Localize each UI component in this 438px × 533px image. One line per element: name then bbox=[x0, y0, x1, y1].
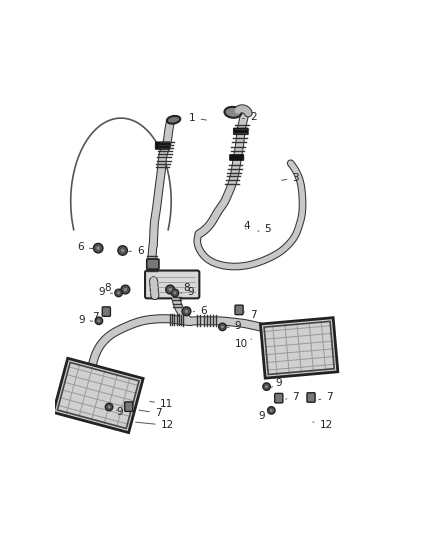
Text: 12: 12 bbox=[313, 421, 333, 430]
Circle shape bbox=[263, 383, 270, 390]
FancyBboxPatch shape bbox=[230, 155, 244, 160]
Circle shape bbox=[182, 307, 191, 316]
Circle shape bbox=[184, 309, 189, 313]
FancyBboxPatch shape bbox=[233, 128, 248, 135]
Text: 9: 9 bbox=[271, 378, 282, 388]
Text: 1: 1 bbox=[189, 113, 206, 123]
Text: 9: 9 bbox=[226, 320, 241, 330]
Text: 8: 8 bbox=[177, 283, 190, 293]
FancyBboxPatch shape bbox=[147, 259, 159, 269]
FancyBboxPatch shape bbox=[235, 305, 243, 314]
FancyBboxPatch shape bbox=[307, 393, 315, 402]
Bar bbox=[57, 362, 139, 429]
Text: 7: 7 bbox=[286, 392, 299, 402]
Text: 6: 6 bbox=[193, 305, 207, 316]
Circle shape bbox=[268, 407, 275, 414]
Circle shape bbox=[123, 287, 127, 292]
Circle shape bbox=[115, 289, 122, 297]
Text: 12: 12 bbox=[136, 421, 174, 430]
Text: 6: 6 bbox=[129, 246, 144, 256]
Circle shape bbox=[93, 244, 103, 253]
Ellipse shape bbox=[167, 116, 180, 124]
Bar bbox=[53, 358, 143, 433]
Bar bbox=[261, 318, 338, 378]
FancyBboxPatch shape bbox=[125, 402, 133, 411]
Circle shape bbox=[168, 287, 173, 292]
Text: 7: 7 bbox=[244, 310, 257, 320]
Text: 4: 4 bbox=[243, 221, 250, 231]
Circle shape bbox=[118, 246, 127, 255]
Text: 7: 7 bbox=[92, 312, 104, 322]
Text: 2: 2 bbox=[243, 112, 257, 122]
Text: 7: 7 bbox=[139, 408, 162, 418]
FancyBboxPatch shape bbox=[275, 393, 283, 403]
Circle shape bbox=[173, 291, 177, 295]
Circle shape bbox=[219, 323, 226, 330]
Text: 10: 10 bbox=[235, 339, 251, 349]
Circle shape bbox=[96, 246, 101, 251]
Circle shape bbox=[221, 325, 224, 329]
Text: 5: 5 bbox=[258, 224, 271, 234]
Text: 11: 11 bbox=[150, 399, 173, 409]
Text: 7: 7 bbox=[319, 392, 333, 402]
Circle shape bbox=[97, 319, 101, 322]
FancyBboxPatch shape bbox=[145, 271, 199, 298]
Ellipse shape bbox=[225, 107, 241, 118]
Circle shape bbox=[269, 408, 273, 412]
Text: 3: 3 bbox=[282, 173, 299, 182]
Text: 6: 6 bbox=[78, 243, 93, 253]
Circle shape bbox=[105, 403, 113, 411]
Bar bbox=[264, 321, 334, 375]
Circle shape bbox=[95, 317, 102, 325]
Circle shape bbox=[107, 405, 111, 409]
FancyBboxPatch shape bbox=[155, 142, 170, 149]
Circle shape bbox=[117, 291, 120, 295]
Text: 9: 9 bbox=[258, 411, 268, 421]
FancyBboxPatch shape bbox=[102, 307, 110, 317]
Circle shape bbox=[171, 289, 179, 297]
Circle shape bbox=[120, 248, 125, 253]
Circle shape bbox=[265, 385, 268, 389]
Text: 8: 8 bbox=[104, 283, 118, 293]
Text: 9: 9 bbox=[116, 407, 123, 417]
Text: 9: 9 bbox=[181, 287, 194, 297]
Circle shape bbox=[121, 285, 130, 294]
Circle shape bbox=[166, 285, 175, 294]
Text: 9: 9 bbox=[99, 287, 113, 297]
Text: 9: 9 bbox=[78, 315, 93, 325]
